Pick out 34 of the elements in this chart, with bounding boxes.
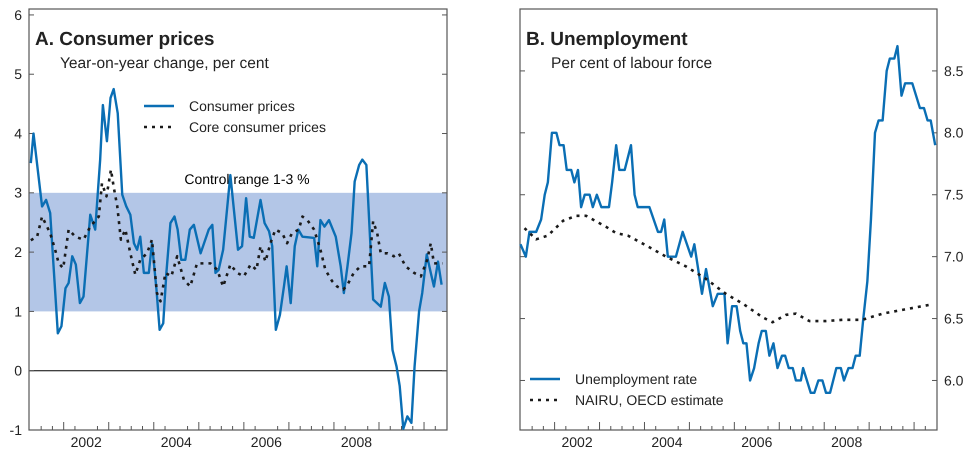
- x-tick-label: 2006: [250, 434, 282, 450]
- y2-tick-label: 6.0: [944, 372, 964, 388]
- y-tick-label: 4: [14, 125, 22, 142]
- legend-label: Unemployment rate: [575, 370, 698, 387]
- text: B. Unemployment: [526, 29, 688, 50]
- text: Year-on-year change, per cent: [60, 55, 270, 72]
- y2-tick-label: 7.0: [944, 248, 964, 265]
- x-tick-label: 2008: [831, 434, 862, 450]
- y2-tick-label: 8.5: [944, 62, 964, 79]
- text: Per cent of labour force: [551, 55, 712, 72]
- y-tick-label: 3: [14, 184, 22, 201]
- y-tick-label: 5: [14, 66, 22, 82]
- x-tick-label: 2002: [70, 434, 102, 450]
- x-tick-label: 2004: [651, 434, 683, 450]
- x-tick-label: 2004: [160, 434, 192, 450]
- y-tick-label: 0: [14, 362, 22, 379]
- band-label: Control range 1-3 %: [184, 170, 310, 187]
- legend-label: NAIRU, OECD estimate: [575, 392, 724, 408]
- y-tick-label: 1: [14, 303, 22, 320]
- line-series: [523, 214, 930, 324]
- legend-label: Core consumer prices: [189, 118, 326, 135]
- legend-label: Consumer prices: [189, 98, 295, 114]
- x-tick-label: 2008: [340, 434, 372, 450]
- text: A. Consumer prices: [35, 29, 214, 50]
- y-tick-label: 2: [14, 244, 22, 260]
- y-tick-label: -1: [10, 422, 22, 438]
- y2-tick-label: 8.0: [944, 124, 964, 141]
- line-series: [30, 168, 444, 303]
- y2-tick-label: 6.5: [944, 310, 964, 326]
- x-tick-label: 2002: [561, 434, 593, 450]
- y2-tick-label: 7.5: [944, 186, 964, 203]
- x-tick-label: 2006: [741, 434, 773, 450]
- y-tick-label: 6: [14, 6, 22, 23]
- line-series: [30, 88, 443, 430]
